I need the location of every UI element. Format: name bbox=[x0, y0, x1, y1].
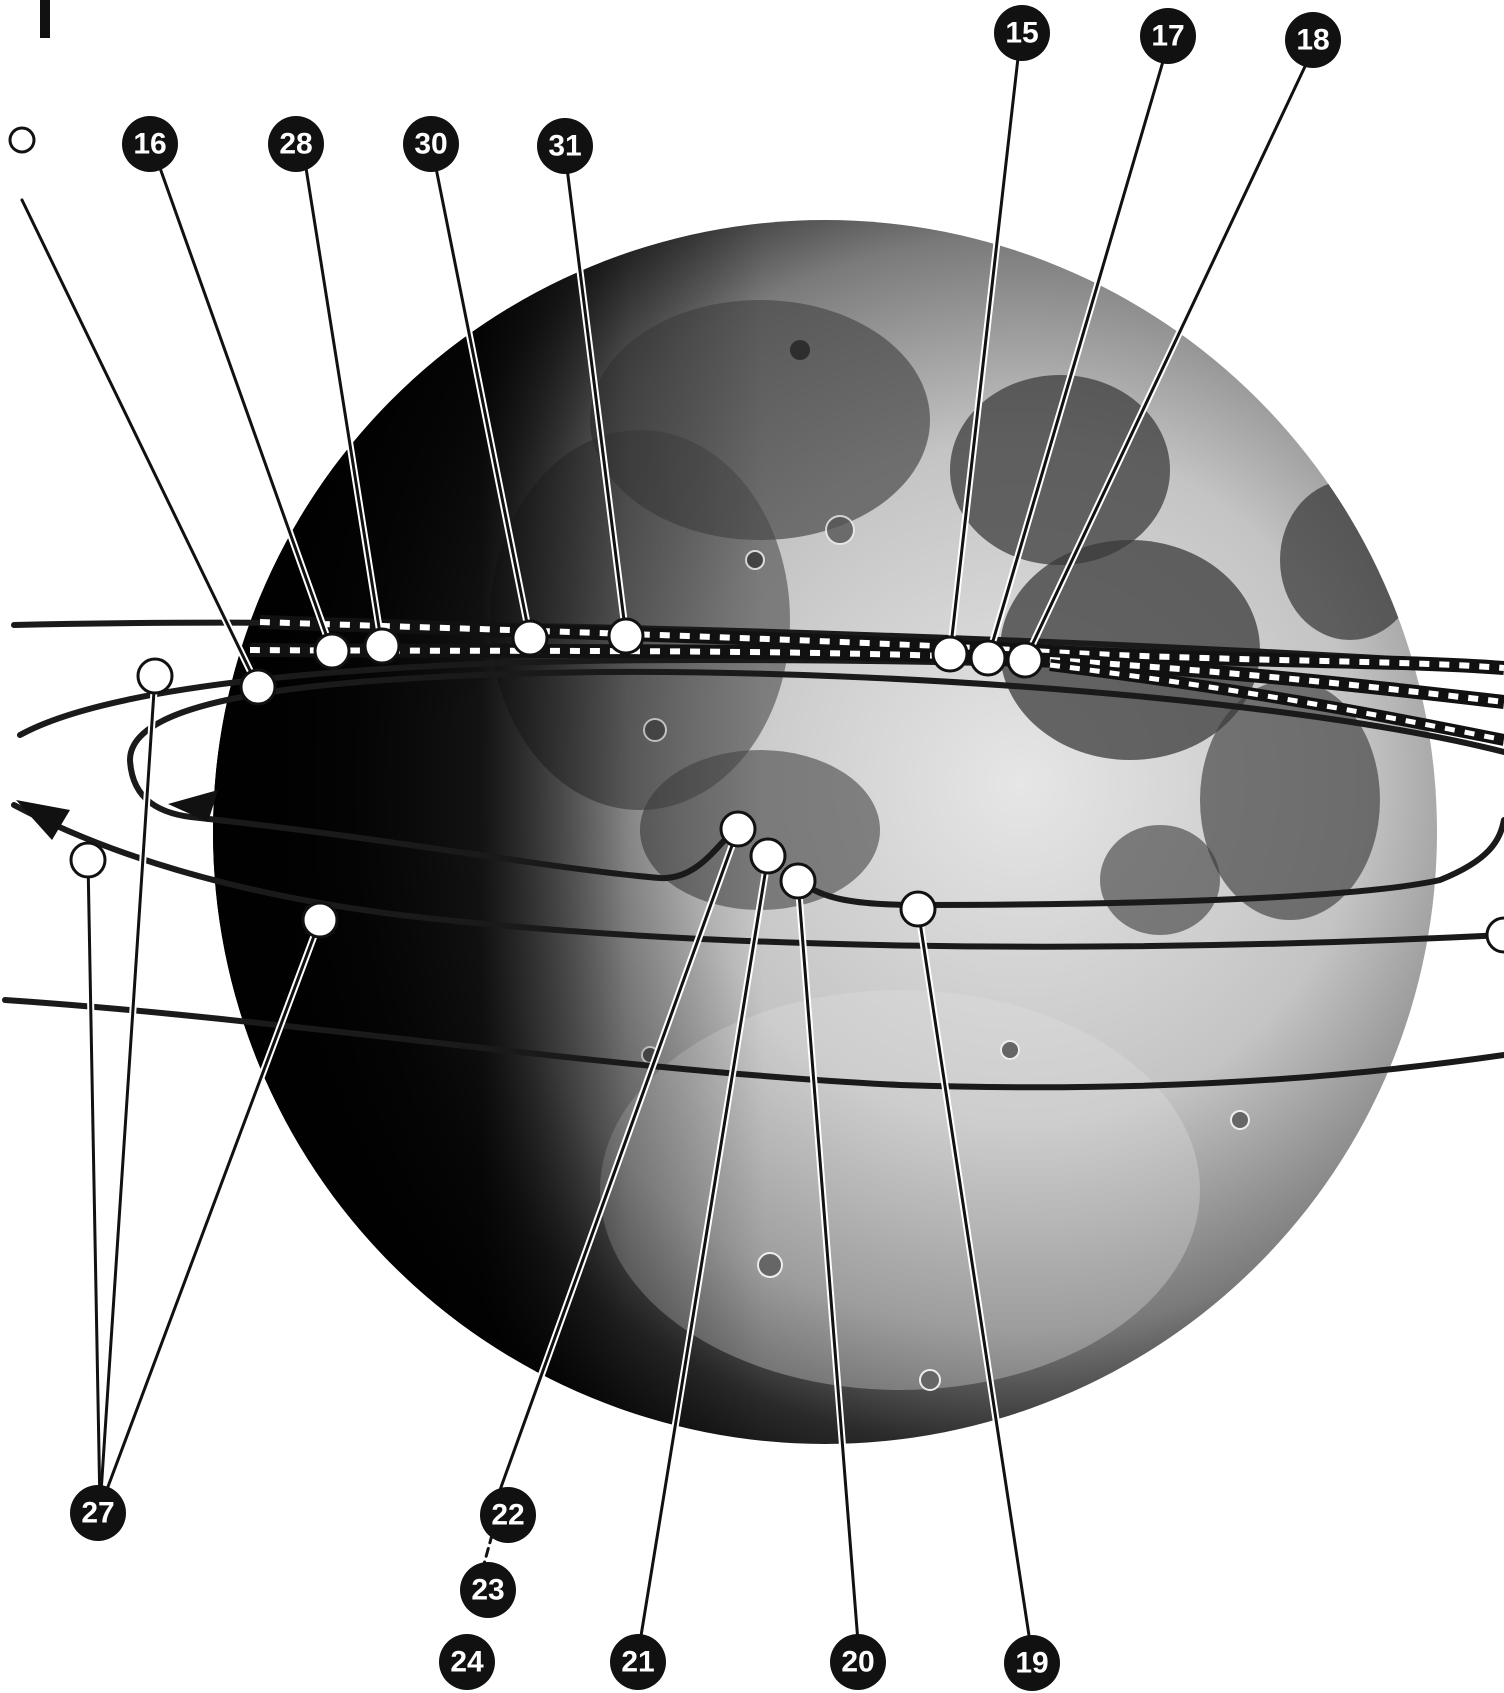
badge-30: 30 bbox=[403, 116, 459, 172]
number-badges: 16 28 30 31 15 17 18 27 22 23 24 21 20 1… bbox=[70, 5, 1341, 1691]
svg-text:28: 28 bbox=[279, 128, 312, 161]
marker-28 bbox=[363, 627, 401, 665]
leader-20 bbox=[796, 879, 860, 1644]
marker-21 bbox=[749, 837, 787, 875]
direction-arrow-inner bbox=[168, 790, 218, 822]
svg-text:15: 15 bbox=[1005, 17, 1038, 50]
leader-17 bbox=[986, 56, 1166, 660]
marker-16 bbox=[313, 632, 351, 670]
leader-21 bbox=[638, 854, 770, 1644]
badge-24: 24 bbox=[439, 1634, 495, 1690]
orbit-descent-path bbox=[197, 815, 743, 882]
marker-edge-right bbox=[1485, 916, 1504, 954]
badge-15: 15 bbox=[994, 5, 1050, 61]
marker-19 bbox=[899, 890, 937, 928]
dashed-band-lower-dash bbox=[1049, 662, 1504, 743]
leader-27a bbox=[98, 674, 157, 1510]
marker-22 bbox=[719, 810, 757, 848]
badge-22: 22 bbox=[480, 1487, 536, 1543]
svg-text:21: 21 bbox=[621, 1646, 654, 1679]
leader-15 bbox=[948, 56, 1020, 656]
svg-text:19: 19 bbox=[1015, 1647, 1048, 1680]
marker-27a bbox=[136, 657, 174, 695]
orbit-right-ascent bbox=[797, 817, 1504, 909]
svg-text:22: 22 bbox=[491, 1499, 524, 1532]
orbit-left-outer bbox=[11, 802, 1504, 950]
direction-arrow-outer bbox=[16, 800, 70, 840]
leader-19 bbox=[916, 907, 1032, 1644]
leader-16a bbox=[20, 198, 260, 689]
orbit-low-line bbox=[2, 997, 1504, 1091]
marker-15 bbox=[931, 635, 969, 673]
svg-text:24: 24 bbox=[450, 1646, 484, 1679]
badge-23: 23 bbox=[460, 1562, 516, 1618]
svg-text:20: 20 bbox=[841, 1646, 874, 1679]
svg-text:23: 23 bbox=[471, 1574, 504, 1607]
marker-edge-topleft bbox=[8, 126, 36, 154]
svg-text:17: 17 bbox=[1151, 20, 1184, 53]
leader-28 bbox=[304, 166, 384, 648]
marker-31 bbox=[607, 617, 645, 655]
svg-text:30: 30 bbox=[414, 128, 447, 161]
marker-27b bbox=[69, 841, 107, 879]
leader-27c bbox=[98, 918, 322, 1510]
marker-27c bbox=[301, 901, 339, 939]
marker-30 bbox=[511, 619, 549, 657]
leader-22 bbox=[498, 827, 740, 1492]
marker-16a bbox=[239, 668, 277, 706]
badge-19: 19 bbox=[1004, 1635, 1060, 1691]
orbit-inner-loop bbox=[126, 668, 1504, 821]
position-markers bbox=[8, 126, 1504, 954]
svg-text:18: 18 bbox=[1296, 24, 1329, 57]
badge-21: 21 bbox=[610, 1634, 666, 1690]
marker-20 bbox=[779, 862, 817, 900]
leader-lines bbox=[18, 54, 1313, 1646]
badge-20: 20 bbox=[830, 1634, 886, 1690]
svg-text:27: 27 bbox=[81, 1497, 114, 1530]
marker-18 bbox=[1006, 641, 1044, 679]
leader-18 bbox=[1023, 56, 1311, 662]
corner-mark bbox=[40, 0, 50, 38]
badge-16: 16 bbox=[122, 116, 178, 172]
svg-text:31: 31 bbox=[548, 130, 581, 163]
leader-30 bbox=[434, 166, 532, 640]
badge-18: 18 bbox=[1285, 12, 1341, 68]
badge-27: 27 bbox=[70, 1485, 126, 1541]
leader-16 bbox=[158, 166, 334, 653]
dashed-band-middle-dash bbox=[249, 647, 1504, 705]
svg-text:16: 16 bbox=[133, 128, 166, 161]
badge-17: 17 bbox=[1140, 8, 1196, 64]
badge-28: 28 bbox=[268, 116, 324, 172]
marker-17 bbox=[969, 639, 1007, 677]
leader-27b bbox=[86, 858, 102, 1510]
badge-31: 31 bbox=[537, 118, 593, 174]
leader-31 bbox=[565, 166, 628, 638]
